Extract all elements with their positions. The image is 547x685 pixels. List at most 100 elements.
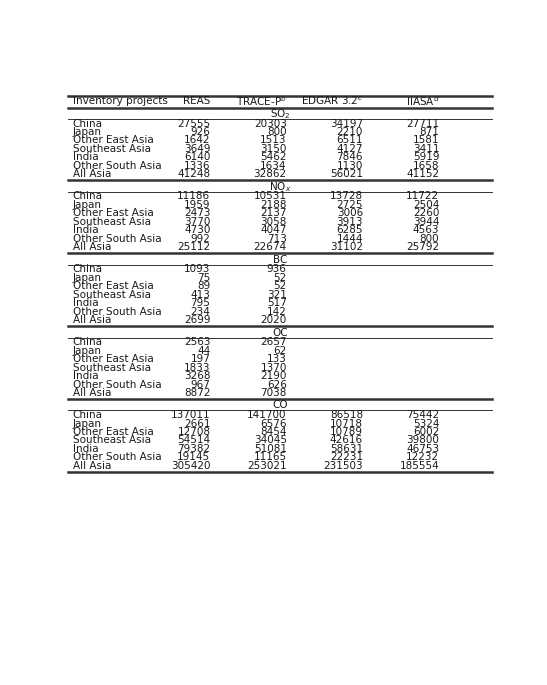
Text: Southeast Asia: Southeast Asia — [73, 144, 150, 154]
Text: 75: 75 — [197, 273, 211, 283]
Text: 3649: 3649 — [184, 144, 211, 154]
Text: 871: 871 — [420, 127, 439, 137]
Text: 2190: 2190 — [260, 371, 287, 381]
Text: 2563: 2563 — [184, 337, 211, 347]
Text: 41248: 41248 — [177, 169, 211, 179]
Text: 11165: 11165 — [254, 452, 287, 462]
Text: 800: 800 — [267, 127, 287, 137]
Text: 3913: 3913 — [336, 217, 363, 227]
Text: 413: 413 — [190, 290, 211, 300]
Text: China: China — [73, 119, 103, 129]
Text: OC: OC — [272, 327, 288, 338]
Text: 86518: 86518 — [330, 410, 363, 420]
Text: 2699: 2699 — [184, 315, 211, 325]
Text: 1093: 1093 — [184, 264, 211, 274]
Text: Japan: Japan — [73, 419, 102, 429]
Text: 4730: 4730 — [184, 225, 211, 236]
Text: 79382: 79382 — [177, 444, 211, 454]
Text: 2210: 2210 — [336, 127, 363, 137]
Text: 305420: 305420 — [171, 461, 211, 471]
Text: 1959: 1959 — [184, 200, 211, 210]
Text: 39800: 39800 — [406, 436, 439, 445]
Text: Other East Asia: Other East Asia — [73, 282, 153, 291]
Text: SO$_2$: SO$_2$ — [270, 107, 290, 121]
Text: Japan: Japan — [73, 200, 102, 210]
Text: 12232: 12232 — [406, 452, 439, 462]
Text: 27555: 27555 — [177, 119, 211, 129]
Text: All Asia: All Asia — [73, 315, 111, 325]
Text: Other East Asia: Other East Asia — [73, 208, 153, 219]
Text: 137011: 137011 — [171, 410, 211, 420]
Text: TRACE-P$^b$: TRACE-P$^b$ — [236, 94, 287, 108]
Text: China: China — [73, 191, 103, 201]
Text: 6140: 6140 — [184, 153, 211, 162]
Text: 1444: 1444 — [336, 234, 363, 244]
Text: BC: BC — [273, 255, 288, 264]
Text: 1130: 1130 — [336, 161, 363, 171]
Text: 1581: 1581 — [413, 136, 439, 145]
Text: 234: 234 — [190, 307, 211, 316]
Text: 185554: 185554 — [399, 461, 439, 471]
Text: 713: 713 — [267, 234, 287, 244]
Text: 6576: 6576 — [260, 419, 287, 429]
Text: 20303: 20303 — [254, 119, 287, 129]
Text: 1370: 1370 — [260, 362, 287, 373]
Text: 517: 517 — [267, 298, 287, 308]
Text: 2137: 2137 — [260, 208, 287, 219]
Text: 5462: 5462 — [260, 153, 287, 162]
Text: 3411: 3411 — [413, 144, 439, 154]
Text: 2188: 2188 — [260, 200, 287, 210]
Text: EDGAR 3.2$^c$: EDGAR 3.2$^c$ — [301, 95, 363, 107]
Text: 1513: 1513 — [260, 136, 287, 145]
Text: 51081: 51081 — [254, 444, 287, 454]
Text: REAS: REAS — [183, 96, 211, 105]
Text: 22231: 22231 — [330, 452, 363, 462]
Text: Other South Asia: Other South Asia — [73, 307, 161, 316]
Text: 75442: 75442 — [406, 410, 439, 420]
Text: 34197: 34197 — [330, 119, 363, 129]
Text: 2657: 2657 — [260, 337, 287, 347]
Text: 3058: 3058 — [260, 217, 287, 227]
Text: 7038: 7038 — [260, 388, 287, 398]
Text: 253021: 253021 — [247, 461, 287, 471]
Text: 31102: 31102 — [330, 242, 363, 252]
Text: 11186: 11186 — [177, 191, 211, 201]
Text: 2661: 2661 — [184, 419, 211, 429]
Text: China: China — [73, 264, 103, 274]
Text: 4047: 4047 — [260, 225, 287, 236]
Text: 141700: 141700 — [247, 410, 287, 420]
Text: India: India — [73, 371, 98, 381]
Text: 6285: 6285 — [336, 225, 363, 236]
Text: 5324: 5324 — [413, 419, 439, 429]
Text: 54514: 54514 — [177, 436, 211, 445]
Text: Other East Asia: Other East Asia — [73, 136, 153, 145]
Text: 32862: 32862 — [254, 169, 287, 179]
Text: 231503: 231503 — [323, 461, 363, 471]
Text: 2473: 2473 — [184, 208, 211, 219]
Text: 58631: 58631 — [330, 444, 363, 454]
Text: Inventory projects: Inventory projects — [73, 96, 167, 105]
Text: India: India — [73, 298, 98, 308]
Text: 27711: 27711 — [406, 119, 439, 129]
Text: 41152: 41152 — [406, 169, 439, 179]
Text: 3006: 3006 — [337, 208, 363, 219]
Text: 8454: 8454 — [260, 427, 287, 437]
Text: 197: 197 — [190, 354, 211, 364]
Text: Southeast Asia: Southeast Asia — [73, 217, 150, 227]
Text: 2504: 2504 — [413, 200, 439, 210]
Text: 626: 626 — [267, 379, 287, 390]
Text: 1833: 1833 — [184, 362, 211, 373]
Text: 936: 936 — [267, 264, 287, 274]
Text: 10718: 10718 — [330, 419, 363, 429]
Text: 142: 142 — [267, 307, 287, 316]
Text: Japan: Japan — [73, 127, 102, 137]
Text: 25112: 25112 — [177, 242, 211, 252]
Text: 1634: 1634 — [260, 161, 287, 171]
Text: 795: 795 — [190, 298, 211, 308]
Text: Other South Asia: Other South Asia — [73, 379, 161, 390]
Text: 6002: 6002 — [413, 427, 439, 437]
Text: India: India — [73, 225, 98, 236]
Text: 2725: 2725 — [336, 200, 363, 210]
Text: 10531: 10531 — [254, 191, 287, 201]
Text: 12708: 12708 — [177, 427, 211, 437]
